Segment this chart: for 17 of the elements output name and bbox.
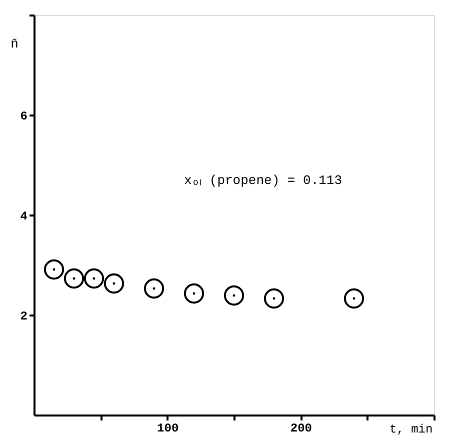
- point: [344, 288, 364, 309]
- point: [224, 285, 244, 306]
- y-tick-label: 6: [20, 110, 28, 124]
- point: [84, 268, 104, 289]
- annotation: xₒₗ (propene) = 0.113: [184, 173, 342, 188]
- y-tick-label: 2: [20, 310, 28, 324]
- point: [264, 288, 284, 309]
- point: [144, 278, 164, 299]
- x-tick-label: 200: [290, 422, 312, 436]
- y-axis-title: n̄: [10, 36, 18, 52]
- point: [104, 273, 124, 294]
- x-axis-title: t, min: [390, 422, 433, 436]
- y-tick-label: 4: [20, 210, 28, 224]
- x-tick-label: 100: [157, 422, 179, 436]
- point: [184, 283, 204, 304]
- point: [64, 268, 84, 289]
- point: [44, 259, 64, 280]
